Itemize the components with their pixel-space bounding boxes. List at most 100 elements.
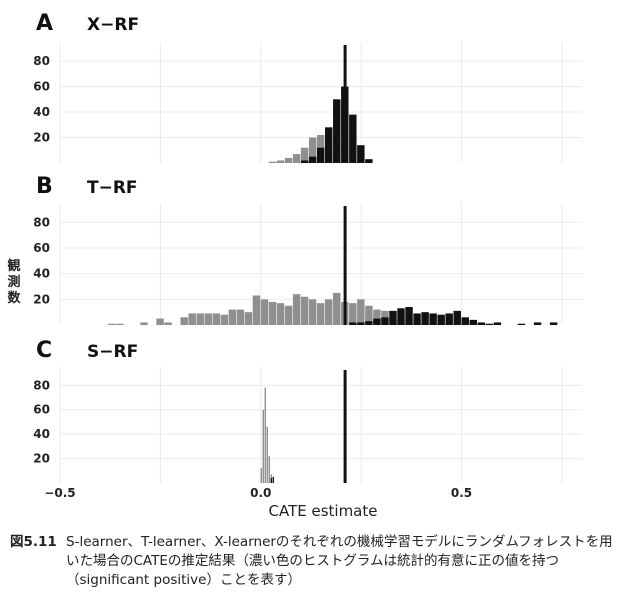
bar-light — [180, 317, 188, 325]
bar-dark — [493, 322, 502, 325]
bar-light — [308, 137, 317, 163]
bar-dark — [357, 322, 365, 325]
bar-light — [108, 323, 116, 325]
bar-light — [276, 160, 285, 163]
bar-dark — [349, 114, 357, 163]
bar-dark — [373, 318, 381, 325]
y-tick-label: 40 — [33, 267, 50, 281]
panel-b: 20 40 60 80 B T−RF — [33, 174, 582, 325]
y-tick-label: 80 — [33, 378, 50, 392]
bar-dark — [469, 319, 477, 325]
x-tick-label: 0.0 — [250, 486, 271, 500]
histogram-figure: 20 40 60 80 A X−RF 20 40 60 80 B T−RF 20 40 60 80 C S−RF −… — [6, 11, 582, 520]
bar-dark — [397, 308, 405, 325]
bar-light — [220, 314, 229, 325]
y-tick-label: 80 — [33, 215, 50, 229]
bar-dark — [365, 159, 373, 163]
bar-light — [266, 426, 268, 483]
bar-dark — [485, 323, 494, 325]
bar-dark — [421, 312, 429, 325]
x-tick-label: 0.5 — [451, 486, 472, 500]
bar-light — [284, 157, 293, 163]
bar-dark — [533, 322, 542, 325]
bar-light — [236, 309, 245, 325]
bar-dark — [270, 478, 273, 483]
bar-light — [252, 295, 261, 325]
x-axis-label: CATE estimate — [269, 502, 378, 520]
bar-dark — [325, 127, 333, 163]
bar-light — [228, 309, 237, 325]
bar-light — [300, 147, 309, 163]
bar-light — [164, 322, 172, 325]
bar-dark — [405, 307, 413, 325]
bar-light — [262, 409, 264, 483]
bar-light — [373, 309, 381, 325]
bar-dark — [381, 317, 389, 325]
bar-dark — [357, 145, 365, 163]
bar-light — [349, 303, 357, 325]
y-tick-label: 20 — [33, 452, 50, 466]
bar-light — [308, 299, 317, 325]
bar-dark — [549, 322, 558, 325]
bar-dark — [517, 323, 526, 325]
bar-light — [365, 305, 373, 325]
bar-light — [276, 303, 285, 325]
bar-light — [212, 313, 221, 325]
y-tick-label: 20 — [33, 131, 50, 145]
bar-light — [116, 323, 124, 325]
y-tick-label: 20 — [33, 292, 50, 306]
bar-dark — [365, 321, 373, 325]
bar-light — [284, 305, 293, 325]
bar-dark — [413, 313, 421, 325]
y-tick-label: 60 — [33, 403, 50, 417]
bar-light — [292, 154, 301, 163]
bar-light — [325, 299, 333, 325]
bar-dark — [453, 310, 461, 325]
bar-light — [244, 312, 253, 325]
bar-dark — [461, 317, 469, 325]
panel-title: T−RF — [87, 178, 138, 198]
y-tick-label: 40 — [33, 427, 50, 441]
bar-light — [140, 322, 148, 325]
bar-dark — [389, 310, 397, 325]
bar-dark — [300, 160, 309, 163]
panel-title: S−RF — [87, 342, 138, 362]
bar-dark — [308, 156, 317, 163]
panel-c: 20 40 60 80 C S−RF — [33, 338, 582, 483]
panel-a: 20 40 60 80 A X−RF — [33, 11, 582, 163]
caption-label: 図5.11 — [10, 534, 57, 550]
bar-light — [268, 301, 277, 325]
bar-light — [292, 294, 301, 325]
bar-light — [264, 387, 266, 483]
bar-dark — [333, 99, 341, 163]
y-tick-label: 60 — [33, 80, 50, 94]
y-tick-label: 80 — [33, 54, 50, 68]
x-tick-label: −0.5 — [44, 486, 75, 500]
bar-light — [156, 318, 164, 325]
bar-dark — [429, 313, 437, 325]
bar-dark — [437, 314, 445, 325]
bar-dark — [349, 322, 357, 325]
panel-letter: B — [36, 174, 53, 199]
caption-text: S-learner、T-learner、X-learnerのそれぞれの機械学習モ… — [66, 534, 613, 588]
bar-light — [333, 292, 341, 325]
bar-light — [268, 456, 271, 483]
bar-dark — [445, 313, 453, 325]
panel-letter: A — [36, 11, 53, 36]
bar-light — [260, 468, 262, 483]
y-axis-label: 観測数 — [6, 258, 21, 306]
bar-light — [188, 313, 196, 325]
bar-light — [204, 313, 212, 325]
bar-light — [357, 299, 365, 325]
figure-caption: 図5.11 S-learner、T-learner、X-learnerのそれぞれ… — [10, 533, 622, 590]
plot-layer: 20 40 60 80 A X−RF 20 40 60 80 B T−RF 20 40 60 80 C S−RF −… — [33, 11, 582, 500]
bar-light — [196, 313, 204, 325]
bar-light — [260, 299, 269, 325]
bar-light — [316, 303, 325, 325]
bar-light — [268, 161, 277, 163]
bar-light — [300, 296, 309, 325]
bar-dark — [477, 322, 486, 325]
y-tick-label: 60 — [33, 241, 50, 255]
y-tick-label: 40 — [33, 105, 50, 119]
panel-title: X−RF — [87, 15, 139, 35]
